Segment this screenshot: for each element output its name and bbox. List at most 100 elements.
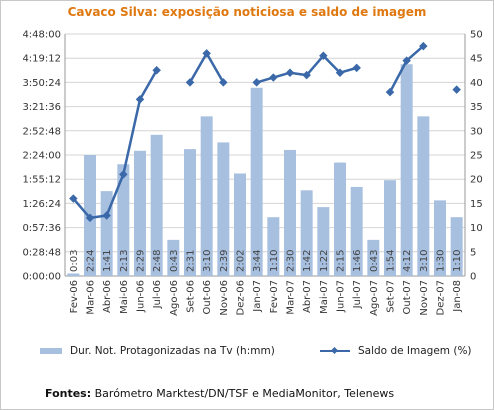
- bar: [384, 180, 396, 276]
- right-tick-label: 25: [470, 151, 483, 162]
- bar: [100, 191, 113, 276]
- left-tick-label: 1:26:24: [22, 199, 61, 210]
- x-tick-label: Jul-06: [152, 280, 163, 309]
- line-marker: [402, 56, 411, 65]
- line-marker: [135, 95, 145, 104]
- bar-data-label: 2:15: [336, 250, 347, 272]
- line-marker: [252, 78, 261, 87]
- x-tick-label: Mar-06: [86, 280, 97, 315]
- legend: Dur. Not. Protagonizadas na Tv (h:mm) Sa…: [40, 345, 480, 361]
- line-marker: [69, 194, 78, 203]
- x-tick-label: Mai-06: [119, 280, 130, 314]
- x-tick-label: Out-06: [202, 280, 213, 314]
- bar: [67, 273, 80, 276]
- legend-label-line: Saldo de Imagem (%): [358, 345, 472, 357]
- right-tick-label: 15: [470, 199, 483, 210]
- right-tick-label: 50: [470, 30, 483, 41]
- x-tick-label: Set-06: [186, 280, 197, 313]
- line-marker: [302, 70, 311, 80]
- bar: [217, 142, 230, 276]
- line-marker: [85, 213, 95, 223]
- bar: [184, 149, 196, 276]
- bar-data-label: 1:22: [319, 250, 330, 272]
- bar-data-label: 1:10: [269, 250, 280, 272]
- right-tick-label: 40: [470, 78, 483, 89]
- legend-item-bars: Dur. Not. Protagonizadas na Tv (h:mm): [40, 345, 275, 357]
- bar-data-label: 2:13: [119, 250, 130, 272]
- legend-swatch-bar: [40, 348, 62, 354]
- bar-data-label: 2:24: [86, 250, 97, 272]
- bar: [167, 239, 180, 276]
- bar: [417, 116, 430, 276]
- bar: [134, 150, 146, 276]
- bar-data-label: 2:30: [286, 250, 297, 272]
- line-marker: [319, 51, 328, 61]
- x-tick-label: Dez-07: [436, 280, 447, 315]
- bar-data-label: 1:42: [302, 250, 313, 272]
- bar-data-label: 3:10: [419, 250, 430, 272]
- x-tick-label: Fev-06: [69, 280, 80, 313]
- bar: [350, 186, 363, 276]
- bar-data-label: 1:10: [452, 250, 463, 272]
- x-tick-label: Jun-06: [136, 280, 147, 313]
- left-tick-label: 3:21:36: [22, 102, 61, 113]
- source-label: Fontes:: [45, 387, 92, 400]
- bar: [450, 217, 463, 276]
- bar-data-label: 2:02: [236, 250, 247, 272]
- line-marker: [119, 170, 128, 179]
- legend-item-line: Saldo de Imagem (%): [320, 345, 472, 357]
- x-tick-label: Out-07: [402, 280, 413, 314]
- bar: [150, 134, 163, 276]
- right-tick-label: 45: [470, 54, 483, 65]
- line-marker: [202, 49, 211, 58]
- line-marker: [335, 68, 345, 77]
- line-marker: [269, 73, 278, 82]
- bar-data-label: 3:10: [202, 250, 213, 272]
- right-tick-label: 20: [470, 175, 483, 186]
- left-tick-label: 2:52:48: [22, 126, 61, 137]
- source-text: Barómetro Marktest/DN/TSF e MediaMonitor…: [91, 387, 395, 400]
- bar-data-label: 1:41: [102, 250, 113, 272]
- x-tick-label: Dez-06: [236, 280, 247, 315]
- bar-data-label: 2:39: [219, 250, 230, 272]
- bar-data-label: 0:43: [369, 250, 380, 272]
- right-tick-label: 35: [470, 102, 483, 113]
- x-tick-label: Ago-07: [369, 280, 380, 316]
- line-marker: [452, 85, 461, 94]
- left-tick-label: 0:00:00: [22, 272, 61, 283]
- source-note: Fontes: Barómetro Marktest/DN/TSF e Medi…: [45, 387, 394, 400]
- x-tick-label: Ago-06: [169, 280, 180, 316]
- legend-label-bars: Dur. Not. Protagonizadas na Tv (h:mm): [70, 345, 275, 357]
- left-tick-label: 0:57:36: [22, 223, 61, 234]
- bar: [317, 207, 330, 276]
- x-tick-label: Jan-08: [452, 280, 463, 313]
- bar: [300, 190, 313, 276]
- line-marker: [385, 87, 395, 97]
- bar-data-label: 1:46: [352, 250, 363, 272]
- x-tick-label: Jul-07: [352, 280, 363, 309]
- bar: [367, 239, 380, 276]
- x-tick-label: Jan-07: [252, 280, 263, 313]
- bar-data-label: 2:29: [136, 250, 147, 272]
- bar-data-label: 2:48: [152, 250, 163, 272]
- bar-data-label: 4:12: [402, 250, 413, 272]
- x-tick-label: Abr-07: [302, 280, 313, 313]
- bar: [284, 149, 296, 276]
- bar: [250, 87, 263, 277]
- x-tick-label: Nov-06: [219, 280, 230, 316]
- left-tick-label: 4:19:12: [22, 54, 61, 65]
- right-tick-label: 10: [470, 223, 483, 234]
- bar: [234, 173, 246, 276]
- line-marker: [102, 211, 111, 220]
- x-tick-label: Fev-07: [269, 280, 280, 313]
- x-tick-label: Mar-07: [286, 280, 297, 315]
- line-marker: [219, 78, 228, 87]
- bar: [334, 162, 346, 276]
- x-tick-label: Mai-07: [319, 280, 330, 314]
- left-tick-label: 3:50:24: [22, 78, 61, 89]
- right-tick-label: 30: [470, 126, 483, 137]
- line-segment: [72, 69, 158, 220]
- chart-title: Cavaco Silva: exposição noticiosa e sald…: [67, 5, 427, 19]
- line-marker: [285, 68, 295, 77]
- bar: [200, 116, 213, 276]
